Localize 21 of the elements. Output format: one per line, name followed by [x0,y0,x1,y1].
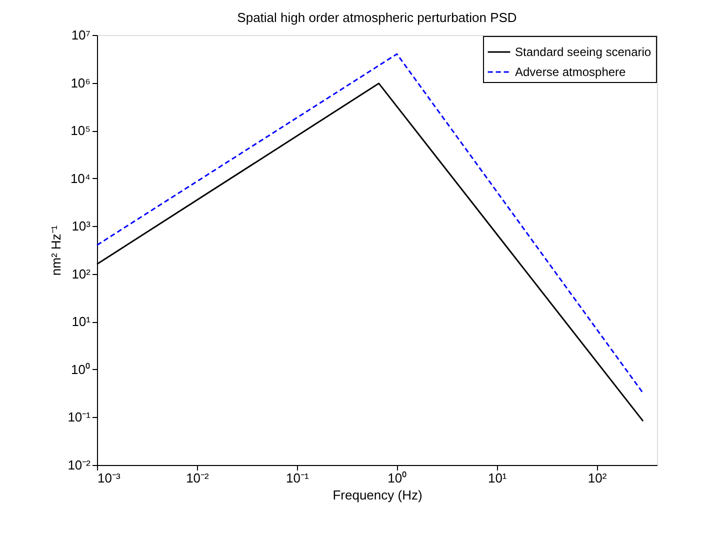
y-tick-label: 10⁷ [71,28,91,42]
chart-title: Spatial high order atmospheric perturbation PSD [237,10,517,25]
x-tick-label: 10⁰ [388,470,408,486]
y-tick-label: 10⁶ [70,75,90,90]
y-tick-label: 10⁵ [70,123,90,138]
x-axis-title: Frequency (Hz) [332,488,422,502]
x-tick-label: 10⁻¹ [286,470,310,486]
legend-label: Standard seeing scenario [515,45,652,59]
y-tick-label: 10³ [72,218,92,234]
y-tick-label: 10⁻¹ [68,410,92,425]
x-tick-label: 10² [588,470,608,486]
x-tick-label: 10⁻³ [98,470,121,486]
x-tick-label: 10¹ [488,470,508,486]
y-tick-label: 10⁰ [71,362,90,377]
y-tick-label: 10² [72,266,92,282]
x-tick-label: 10⁻² [186,470,210,486]
y-tick-label: 10⁻² [68,458,92,472]
legend-label: Adverse atmosphere [515,65,626,79]
y-tick-label: 10⁴ [70,170,90,186]
y-axis-title: nm² Hz⁻¹ [48,224,64,276]
y-tick-label: 10¹ [72,314,92,330]
